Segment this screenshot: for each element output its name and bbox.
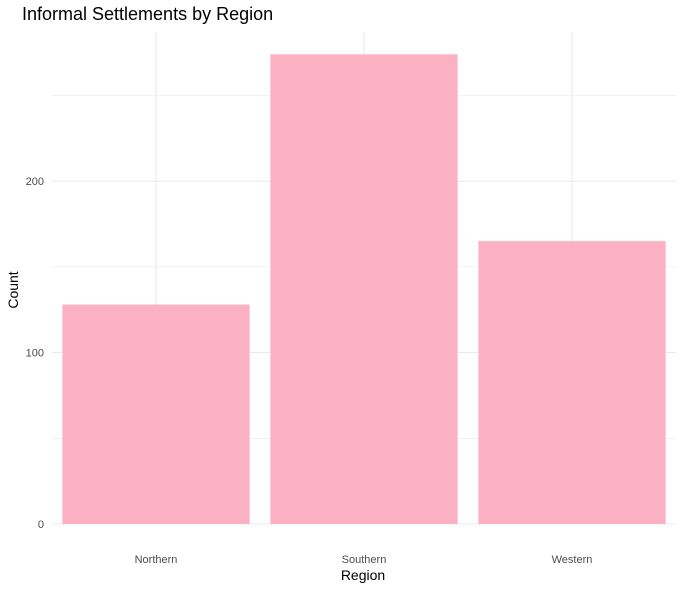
x-axis-ticks: Northern Southern Western [135, 554, 593, 566]
bar-western [478, 241, 666, 524]
bar-northern [62, 304, 250, 524]
x-tick-label: Southern [342, 554, 387, 566]
chart-title: Informal Settlements by Region [22, 4, 274, 24]
x-tick-label: Northern [135, 554, 178, 566]
x-tick-label: Western [552, 554, 593, 566]
y-tick-label: 0 [38, 519, 44, 531]
bar-southern [270, 54, 458, 525]
y-axis-ticks: 0 100 200 [26, 176, 44, 531]
bars [62, 54, 666, 525]
y-tick-label: 200 [26, 176, 44, 188]
x-axis-title: Region [341, 567, 385, 583]
y-axis-title: Count [5, 271, 21, 308]
y-tick-label: 100 [26, 348, 44, 360]
